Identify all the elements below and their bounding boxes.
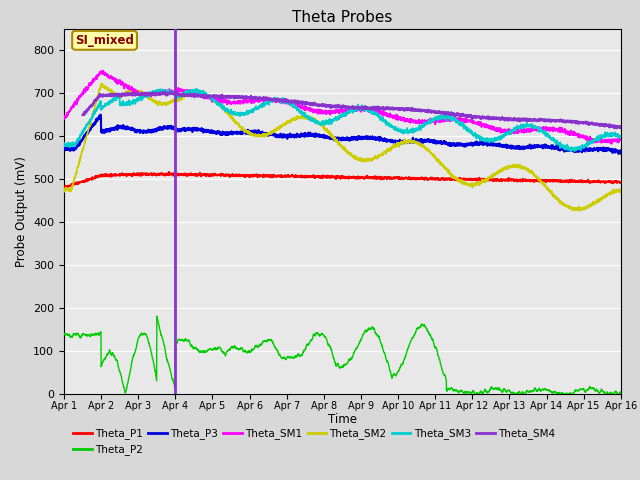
Legend: Theta_P1, Theta_P2, Theta_P3, Theta_SM1, Theta_SM2, Theta_SM3, Theta_SM4: Theta_P1, Theta_P2, Theta_P3, Theta_SM1,… [69, 424, 559, 459]
Title: Theta Probes: Theta Probes [292, 10, 392, 25]
X-axis label: Time: Time [328, 413, 357, 426]
Y-axis label: Probe Output (mV): Probe Output (mV) [15, 156, 28, 266]
Text: SI_mixed: SI_mixed [75, 34, 134, 47]
